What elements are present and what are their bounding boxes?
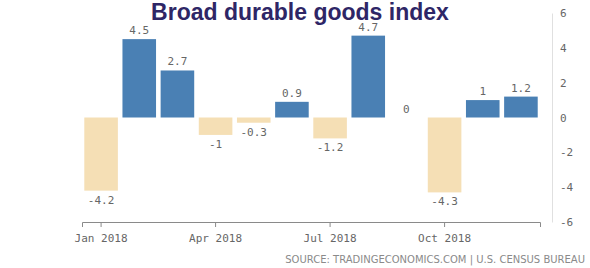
y-tick: 2 xyxy=(552,77,567,90)
x-tick-label: Apr 2018 xyxy=(189,232,242,245)
bar xyxy=(122,39,156,117)
title: Broad durable goods index xyxy=(151,0,449,25)
x-tick: Jul 2018 xyxy=(304,222,357,245)
bar xyxy=(84,118,118,191)
y-tick: 4 xyxy=(552,42,567,55)
bar xyxy=(351,36,385,118)
data-label: 2.7 xyxy=(167,55,187,68)
data-label: -4.2 xyxy=(88,194,115,207)
bar xyxy=(237,118,271,123)
y-tick: -2 xyxy=(552,146,573,159)
x-axis-line xyxy=(83,223,541,228)
y-axis-line xyxy=(552,14,553,223)
y-tick: -4 xyxy=(552,181,574,194)
x-tick: Jan 2018 xyxy=(75,222,128,245)
bar xyxy=(161,70,195,117)
x-tick: Apr 2018 xyxy=(189,222,242,245)
chart: -4.24.52.7-1-0.30.9-1.24.70-4.311.2Jan 2… xyxy=(0,0,590,268)
data-label: 0.9 xyxy=(282,87,302,100)
data-label: 1 xyxy=(479,85,486,98)
y-tick-label: 4 xyxy=(560,42,567,55)
bar xyxy=(466,100,500,117)
y-tick-label: -4 xyxy=(560,181,574,194)
data-label: -1.2 xyxy=(317,141,344,154)
bar xyxy=(313,118,347,139)
bar xyxy=(199,118,233,135)
x-tick-mark xyxy=(101,222,102,227)
y-tick-label: 6 xyxy=(560,7,567,20)
data-label: 4.5 xyxy=(129,24,149,37)
data-label: 1.2 xyxy=(511,82,531,95)
x-tick-label: Oct 2018 xyxy=(418,232,471,245)
y-tick-label: 0 xyxy=(560,112,567,125)
data-label: 0 xyxy=(403,103,410,116)
source: SOURCE: TRADINGECONOMICS.COM | U.S. CENS… xyxy=(285,254,585,266)
x-tick-mark xyxy=(330,222,331,227)
x-tick: Oct 2018 xyxy=(418,222,471,245)
y-tick-label: 2 xyxy=(560,77,567,90)
y-axis: -6 -4 -2 0 2 4 6 xyxy=(552,7,574,229)
bar xyxy=(390,117,424,118)
y-tick-label: -6 xyxy=(560,216,573,229)
bar xyxy=(275,102,309,118)
y-tick-label: -2 xyxy=(560,146,573,159)
x-tick-label: Jan 2018 xyxy=(75,232,128,245)
y-tick: -6 xyxy=(552,216,573,229)
y-tick: 6 xyxy=(552,7,567,20)
data-label: -1 xyxy=(209,138,222,151)
y-tick: 0 xyxy=(552,112,567,125)
x-tick-mark xyxy=(444,222,445,227)
x-tick-mark xyxy=(215,222,216,227)
x-tick-label: Jul 2018 xyxy=(304,232,357,245)
x-axis: Jan 2018 Apr 2018 Jul 2018 Oct 2018 xyxy=(75,222,541,245)
data-label: -0.3 xyxy=(241,126,268,139)
bars xyxy=(84,36,537,193)
data-label: -4.3 xyxy=(431,195,458,208)
data-labels: -4.24.52.7-1-0.30.9-1.24.70-4.311.2 xyxy=(88,21,531,209)
bar xyxy=(428,118,462,193)
bar xyxy=(504,97,538,118)
